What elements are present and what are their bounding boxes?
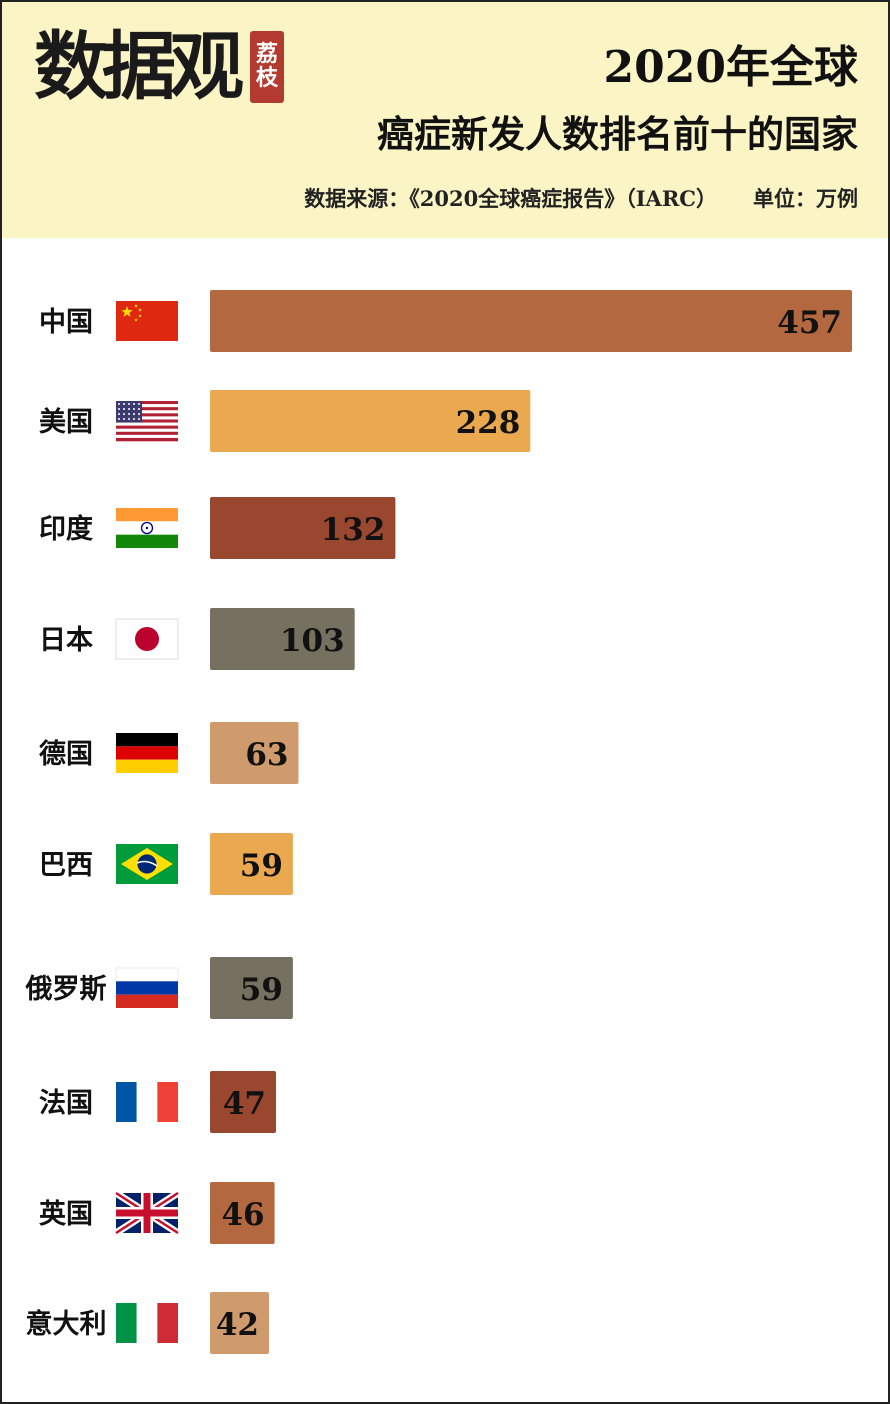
- bar: [210, 722, 299, 784]
- chart-title-line2: 癌症新发人数排名前十的国家: [377, 112, 858, 156]
- logo-badge: 荔 枝: [250, 31, 284, 103]
- japan-flag-icon: [115, 618, 179, 660]
- bar: [210, 833, 293, 895]
- logo-badge-char-1: 荔: [255, 41, 278, 67]
- country-label: 美国: [39, 406, 93, 438]
- value-label: 103: [280, 623, 345, 659]
- logo: 数据观 荔 枝: [34, 30, 284, 104]
- bar-chart: 中国 457 美国 228 印度 132 日本 103 德国 63 巴西 59 俄罗斯 59 法国 47 英国 4…: [25, 290, 852, 1354]
- india-flag-icon: [116, 508, 178, 548]
- value-label: 457: [777, 305, 842, 341]
- country-label: 法国: [39, 1088, 93, 1119]
- value-label: 59: [240, 848, 283, 884]
- logo-badge-char-2: 枝: [255, 66, 278, 91]
- italy-flag-icon: [116, 1303, 178, 1343]
- country-label: 日本: [39, 625, 93, 656]
- value-label: 46: [221, 1197, 264, 1233]
- country-label: 德国: [39, 739, 93, 770]
- bar: [210, 290, 852, 352]
- data-source: 数据来源：《2020全球癌症报告》（IARC）: [304, 186, 717, 211]
- bar: [210, 1292, 269, 1354]
- country-label: 英国: [39, 1199, 93, 1230]
- russia-flag-icon: [115, 967, 179, 1008]
- bar: [210, 608, 355, 670]
- value-label: 47: [223, 1086, 266, 1122]
- china-flag-icon: [116, 301, 178, 341]
- value-label: 132: [321, 512, 386, 548]
- uk-flag-icon: [114, 1190, 180, 1236]
- bar: [210, 497, 396, 559]
- country-label: 中国: [39, 307, 93, 338]
- source-line: 数据来源：《2020全球癌症报告》（IARC） 单位：万例: [304, 188, 858, 209]
- unit-label: 单位：万例: [753, 186, 858, 211]
- logo-text: 数据观: [34, 24, 244, 110]
- bar: [210, 1071, 276, 1133]
- bar: [210, 957, 293, 1019]
- bar: [210, 390, 531, 452]
- value-label: 59: [240, 972, 283, 1008]
- country-label: 巴西: [39, 850, 93, 881]
- brazil-flag-icon: [116, 844, 178, 884]
- france-flag-icon: [116, 1082, 178, 1122]
- country-label: 俄罗斯: [25, 974, 107, 1005]
- bar: [210, 1182, 275, 1244]
- value-label: 228: [456, 405, 521, 441]
- chart-title-line1: 2020年全球: [603, 42, 858, 93]
- header: 数据观 荔 枝 2020年全球 癌症新发人数排名前十的国家 数据来源：《2020…: [2, 2, 888, 238]
- value-label: 63: [245, 737, 288, 773]
- germany-flag-icon: [116, 733, 178, 773]
- country-label: 印度: [39, 513, 93, 545]
- country-label: 意大利: [26, 1308, 107, 1340]
- usa-flag-icon: [116, 401, 178, 442]
- value-label: 42: [216, 1307, 259, 1343]
